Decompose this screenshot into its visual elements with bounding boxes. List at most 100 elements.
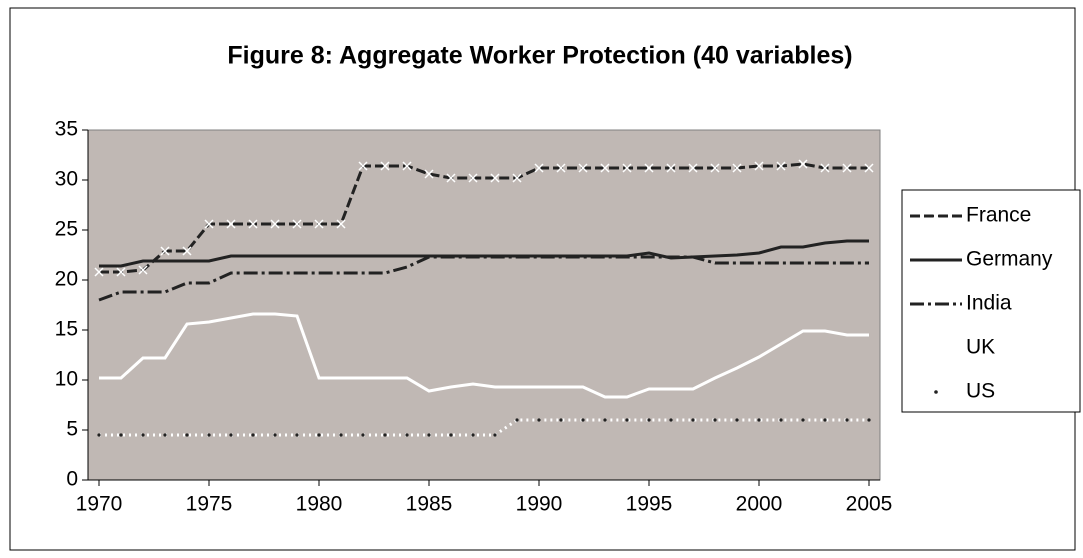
legend-label: US xyxy=(966,380,995,403)
y-tick-label: 30 xyxy=(55,168,78,191)
x-tick-label: 1975 xyxy=(186,493,233,516)
legend-marker xyxy=(931,211,941,221)
point-marker xyxy=(578,163,588,173)
plot-area xyxy=(87,129,881,481)
point-marker xyxy=(823,418,827,422)
point-marker xyxy=(270,219,280,229)
point-marker xyxy=(358,161,368,171)
point-marker xyxy=(666,163,676,173)
point-marker xyxy=(182,246,192,256)
x-tick-label: 2000 xyxy=(736,493,783,516)
point-marker xyxy=(402,161,412,171)
point-marker xyxy=(295,433,299,437)
legend-label: France xyxy=(966,204,1031,227)
point-marker xyxy=(669,418,673,422)
point-marker xyxy=(776,161,786,171)
point-marker xyxy=(647,418,651,422)
point-marker xyxy=(446,173,456,183)
point-marker xyxy=(688,163,698,173)
legend-label: Germany xyxy=(966,248,1053,271)
point-marker xyxy=(471,433,475,437)
point-marker xyxy=(427,433,431,437)
point-marker xyxy=(204,219,214,229)
point-marker xyxy=(493,433,497,437)
point-marker xyxy=(185,433,189,437)
x-tick-label: 1980 xyxy=(296,493,343,516)
point-marker xyxy=(515,418,519,422)
point-marker xyxy=(424,169,434,179)
series-line xyxy=(99,162,869,274)
series-line xyxy=(99,418,869,437)
legend-box xyxy=(901,189,1081,413)
y-tick-label: 20 xyxy=(55,268,78,291)
point-marker xyxy=(845,418,849,422)
point-marker xyxy=(713,418,717,422)
point-marker xyxy=(449,433,453,437)
point-marker xyxy=(559,418,563,422)
point-marker xyxy=(757,418,761,422)
point-marker xyxy=(292,219,302,229)
point-marker xyxy=(754,161,764,171)
point-marker xyxy=(207,433,211,437)
point-marker xyxy=(248,219,258,229)
point-marker xyxy=(820,163,830,173)
x-tick-label: 1990 xyxy=(516,493,563,516)
point-marker xyxy=(867,418,871,422)
point-marker xyxy=(512,173,522,183)
point-marker xyxy=(691,418,695,422)
point-marker xyxy=(317,433,321,437)
y-tick-label: 25 xyxy=(55,218,78,241)
point-marker xyxy=(251,433,255,437)
point-marker xyxy=(97,433,101,437)
y-tick-label: 35 xyxy=(55,118,78,141)
point-marker xyxy=(600,163,610,173)
point-marker xyxy=(732,163,742,173)
y-tick-label: 10 xyxy=(55,368,78,391)
point-marker xyxy=(383,433,387,437)
point-marker xyxy=(160,246,170,256)
point-marker xyxy=(405,433,409,437)
point-marker xyxy=(468,173,478,183)
series-line xyxy=(98,255,869,302)
point-marker xyxy=(581,418,585,422)
point-marker xyxy=(537,418,541,422)
y-tick-label: 0 xyxy=(66,468,78,491)
x-tick-label: 1970 xyxy=(76,493,123,516)
point-marker xyxy=(556,163,566,173)
x-tick-label: 2005 xyxy=(846,493,893,516)
point-marker xyxy=(273,433,277,437)
legend-marker xyxy=(934,390,938,394)
point-marker xyxy=(644,163,654,173)
point-marker xyxy=(779,418,783,422)
point-marker xyxy=(229,433,233,437)
point-marker xyxy=(710,163,720,173)
point-marker xyxy=(116,267,126,277)
chart-title: Figure 8: Aggregate Worker Protection (4… xyxy=(227,42,852,70)
point-marker xyxy=(163,433,167,437)
point-marker xyxy=(141,433,145,437)
point-marker xyxy=(603,418,607,422)
point-marker xyxy=(119,433,123,437)
series-line xyxy=(99,312,869,399)
point-marker xyxy=(798,159,808,169)
x-tick-label: 1985 xyxy=(406,493,453,516)
point-marker xyxy=(735,418,739,422)
point-marker xyxy=(380,161,390,171)
x-tick-label: 1995 xyxy=(626,493,673,516)
y-tick-label: 5 xyxy=(66,418,78,441)
point-marker xyxy=(314,219,324,229)
point-marker xyxy=(339,433,343,437)
point-marker xyxy=(138,265,148,275)
point-marker xyxy=(622,163,632,173)
point-marker xyxy=(534,163,544,173)
point-marker xyxy=(226,219,236,229)
point-marker xyxy=(361,433,365,437)
legend-label: UK xyxy=(966,336,995,359)
point-marker xyxy=(336,219,346,229)
point-marker xyxy=(801,418,805,422)
point-marker xyxy=(625,418,629,422)
point-marker xyxy=(94,267,104,277)
point-marker xyxy=(864,163,874,173)
point-marker xyxy=(490,173,500,183)
